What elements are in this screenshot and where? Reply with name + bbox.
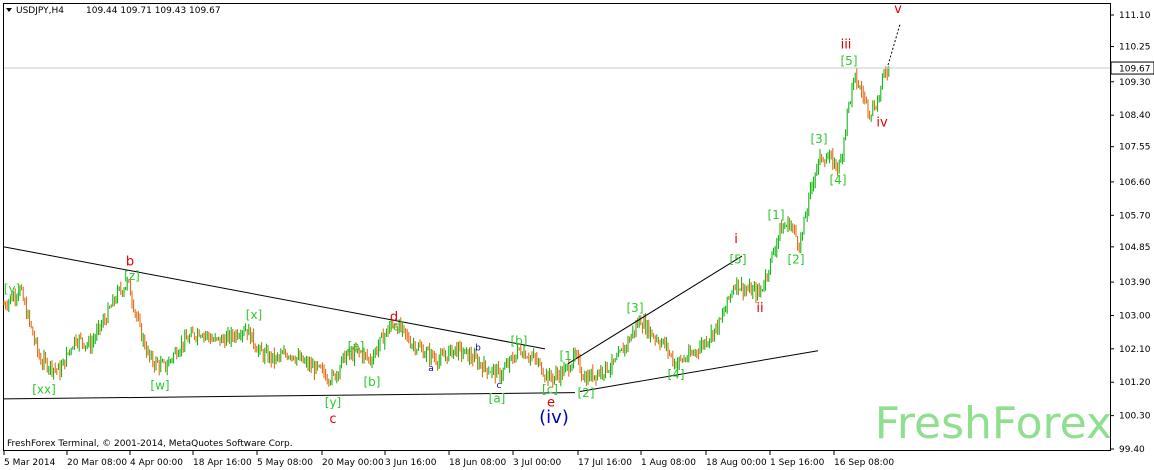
- wave-label: [xx]: [32, 382, 56, 396]
- wave-label: [4]: [830, 173, 847, 187]
- time-tick-label: 20 May 00:00: [322, 458, 384, 468]
- time-axis: 5 Mar 2014 20 Mar 08:00 4 Apr 00:00 18 Apr …: [3, 451, 894, 468]
- wave-label: a: [428, 364, 434, 374]
- wave-label: [y]: [325, 395, 341, 409]
- projection-line: [887, 24, 901, 66]
- wave-label: iv: [876, 115, 888, 130]
- time-tick-label: 1 Sep 16:00: [770, 458, 825, 468]
- wave-label: v: [894, 2, 902, 17]
- wave-label: [1]: [560, 349, 577, 363]
- price-series: [3, 66, 1110, 388]
- wave-label: [a]: [489, 392, 506, 406]
- wave-label: [x]: [246, 308, 262, 322]
- wave-label: iii: [841, 37, 852, 52]
- price-axis: 111.10 110.25 109.30 108.40 107.55 106.60 105.…: [1110, 11, 1154, 455]
- wave-label: [b]: [511, 334, 528, 348]
- price-tick-label: 105.70: [1119, 211, 1151, 221]
- trendline[interactable]: [3, 246, 546, 350]
- price-tick-label: 103.00: [1119, 311, 1151, 321]
- time-tick-label: 5 May 08:00: [257, 458, 313, 468]
- trendline[interactable]: [579, 350, 819, 392]
- wave-label: [c]: [542, 382, 558, 396]
- wave-label: [c]: [388, 319, 404, 333]
- wave-label: [4]: [668, 368, 685, 382]
- wave-label: [2]: [788, 253, 805, 267]
- current-price-label: 109.67: [1119, 65, 1151, 75]
- price-tick-label: 99.40: [1119, 445, 1145, 455]
- collapse-icon[interactable]: [6, 8, 12, 12]
- wave-label: [a]: [348, 340, 365, 354]
- wave-label: [5]: [841, 54, 858, 68]
- wave-labels: [y][xx]b[z][w][x][y]c[a][b]d[c]abc[a][b]…: [4, 2, 902, 428]
- time-tick-label: 18 Jun 08:00: [449, 458, 506, 468]
- wave-label: d: [390, 310, 398, 325]
- price-tick-label: 107.55: [1119, 143, 1151, 153]
- trendlines: [3, 24, 901, 400]
- symbol-label: USDJPY,H4: [16, 6, 64, 16]
- time-tick-label: 1 Aug 08:00: [641, 458, 696, 468]
- time-tick-label: 3 Jun 16:00: [385, 458, 437, 468]
- wave-label: i: [734, 232, 738, 247]
- wave-label: (iv): [539, 407, 569, 428]
- time-tick-label: 20 Mar 08:00: [67, 458, 127, 468]
- wave-label: [3]: [627, 301, 644, 315]
- trendline[interactable]: [567, 255, 743, 365]
- wave-label: [w]: [150, 379, 169, 393]
- price-tick-label: 108.40: [1119, 111, 1151, 121]
- wave-label: [y]: [4, 282, 20, 296]
- time-tick-label: 16 Sep 08:00: [834, 458, 894, 468]
- time-tick-label: 4 Apr 00:00: [130, 458, 183, 468]
- time-tick-label: 18 Apr 16:00: [193, 458, 252, 468]
- wave-label: c: [329, 412, 336, 427]
- price-tick-label: 102.10: [1119, 345, 1151, 355]
- price-tick-label: 101.20: [1119, 378, 1151, 388]
- wave-label: ii: [756, 301, 763, 316]
- time-tick-label: 5 Mar 2014: [4, 458, 56, 468]
- wave-label: [2]: [578, 386, 595, 400]
- wave-label: b: [475, 344, 481, 354]
- watermark: FreshForex: [875, 398, 1112, 449]
- current-price-badge: [1110, 61, 1154, 75]
- price-tick-label: 111.10: [1119, 11, 1151, 21]
- wave-label: c: [497, 381, 502, 391]
- price-tick-label: 110.25: [1119, 43, 1151, 53]
- wave-label: [1]: [768, 208, 785, 222]
- trendline[interactable]: [3, 392, 576, 400]
- time-tick-label: 18 Aug 00:00: [706, 458, 767, 468]
- wave-label: [b]: [364, 375, 381, 389]
- ohlc-values: 109.44 109.71 109.43 109.67: [86, 6, 221, 16]
- wave-label: e: [547, 395, 555, 410]
- price-tick-label: 104.85: [1119, 243, 1151, 253]
- wave-label: [z]: [124, 269, 140, 283]
- time-tick-label: 3 Jul 00:00: [513, 458, 562, 468]
- wave-label: [3]: [811, 132, 828, 146]
- price-tick-label: 109.30: [1119, 78, 1151, 88]
- price-tick-label: 100.30: [1119, 412, 1151, 422]
- time-tick-label: 17 Jul 16:00: [578, 458, 632, 468]
- price-tick-label: 106.60: [1119, 178, 1151, 188]
- wave-label: b: [126, 254, 134, 269]
- wave-label: [5]: [730, 253, 747, 267]
- price-tick-label: 103.90: [1119, 278, 1151, 288]
- copyright-text: FreshForex Terminal, © 2001-2014, MetaQu…: [7, 439, 293, 449]
- plot-frame: [3, 3, 1111, 451]
